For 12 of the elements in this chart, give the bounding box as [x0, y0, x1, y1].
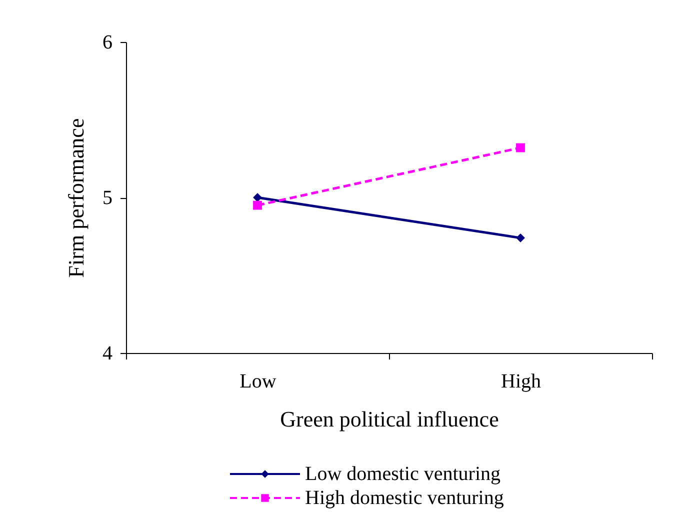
- point: [516, 143, 525, 152]
- y-tick-label: 5: [102, 187, 112, 209]
- legend-label: High domestic venturing: [305, 487, 504, 509]
- x-tick-label: High: [501, 370, 541, 392]
- point: [516, 233, 525, 242]
- y-tick-label: 6: [102, 32, 112, 54]
- y-tick-label: 4: [102, 342, 112, 364]
- y-axis-title: Firm performance: [64, 118, 88, 278]
- point: [253, 200, 262, 210]
- x-tick-label: Low: [240, 370, 277, 392]
- legend-label: Low domestic venturing: [305, 463, 501, 485]
- x-axis-title: Green political influence: [280, 406, 499, 432]
